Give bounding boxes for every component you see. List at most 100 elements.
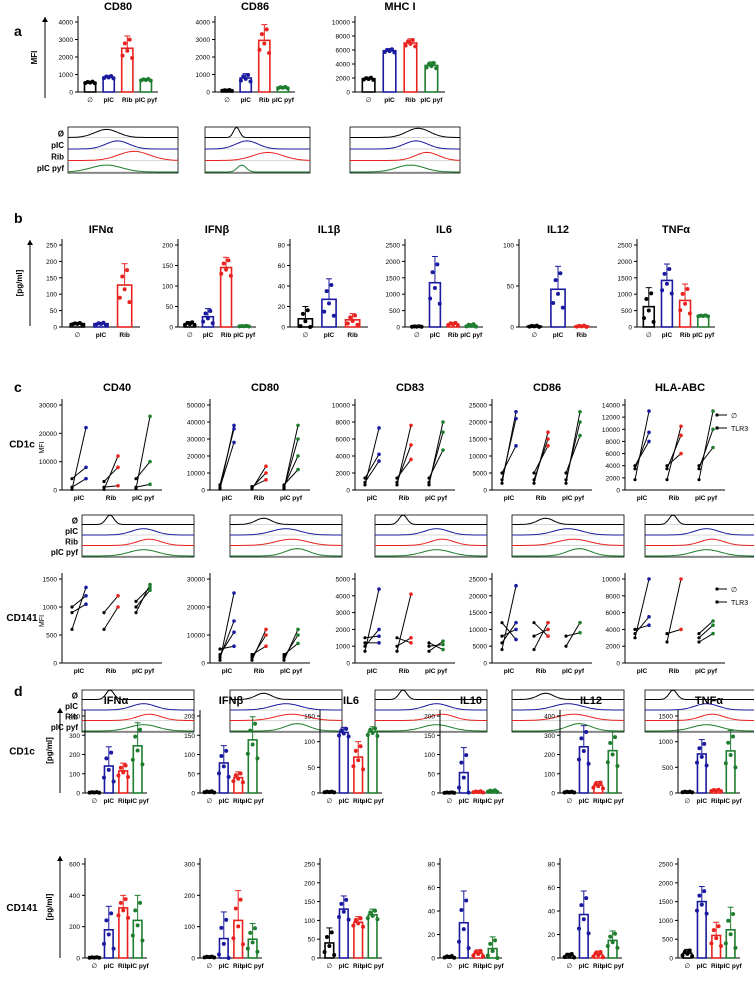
data-point (327, 301, 331, 306)
category-label: pIC pyf (695, 668, 718, 675)
data-point (248, 930, 253, 935)
baseline-point (633, 478, 637, 482)
data-point (456, 785, 461, 790)
data-point (327, 943, 332, 948)
pair-line (364, 635, 380, 639)
treated-point (296, 467, 300, 472)
data-point (250, 940, 255, 945)
data-point (267, 50, 272, 55)
category-label: pIC pyf (272, 97, 295, 104)
histogram-curve (512, 692, 624, 700)
category-label: ∅ (567, 798, 573, 805)
category-label: pIC pyf (425, 495, 448, 502)
baseline-point (282, 653, 286, 657)
legend-none-label: ∅ (731, 587, 737, 594)
baseline-point (102, 611, 106, 615)
data-point (481, 954, 486, 959)
data-point (97, 790, 102, 795)
histogram-c-1-4 (644, 689, 754, 733)
data-point (329, 930, 334, 935)
data-point (726, 740, 731, 745)
legend-marker-none (715, 587, 719, 591)
category-label: Rib (576, 332, 587, 339)
category-label: Rib (669, 495, 680, 502)
data-point (109, 750, 114, 755)
y-tick-label: 0 (191, 791, 195, 798)
data-point (556, 291, 560, 296)
y-tick-label: 3000 (59, 37, 74, 44)
baseline-point (665, 478, 669, 482)
data-point (224, 917, 229, 922)
histogram-curve (350, 164, 460, 173)
pair-line (71, 603, 87, 614)
pair-line (283, 634, 299, 658)
category-label: pIC pyf (362, 963, 385, 970)
data-point (255, 949, 260, 954)
treated-point (116, 454, 120, 458)
data-point (123, 763, 128, 768)
data-point (111, 76, 116, 81)
category-label: pIC (459, 963, 470, 970)
pair-line (71, 466, 87, 480)
data-point (344, 726, 349, 731)
data-point (694, 760, 699, 765)
treated-point (514, 637, 518, 642)
baseline-point (363, 649, 367, 653)
histogram-curve (375, 549, 487, 557)
treated-point (546, 430, 550, 435)
baseline-point (363, 641, 367, 645)
pair-line (283, 455, 299, 487)
data-point (203, 311, 208, 316)
pair-line (103, 606, 119, 630)
y-tick-label: 0 (628, 325, 632, 332)
histogram-curve (68, 150, 178, 161)
y-tick-label: 400 (69, 893, 80, 900)
treated-point (409, 423, 413, 428)
histogram-curve (375, 514, 487, 525)
data-point (353, 918, 358, 923)
data-point (221, 941, 226, 946)
y-tick-label: 2500 (618, 243, 633, 250)
data-point (348, 315, 353, 320)
treated-point (711, 623, 715, 627)
y-tick-label: 500 (46, 633, 57, 640)
treated-point (148, 459, 152, 464)
treated-point (116, 594, 120, 598)
data-point (238, 78, 243, 83)
data-point (344, 897, 349, 902)
y-tick-label: 0 (396, 325, 400, 332)
category-label: Rib (593, 963, 604, 970)
histogram-c-0-4 (644, 514, 754, 558)
y-tick-label: 4000 (606, 627, 621, 634)
subplot-c-3: CD86 0 5000 10000 15000 20000 25000 pIC Rib pIC p… (469, 382, 592, 502)
data-point (226, 258, 231, 263)
data-point (192, 323, 197, 328)
data-point (116, 773, 121, 778)
panel-label-a: a (14, 23, 22, 39)
data-point (109, 911, 114, 916)
baseline-point (395, 636, 399, 640)
data-point (135, 923, 140, 928)
data-point (723, 941, 728, 946)
baseline-point (363, 480, 367, 484)
panel-label-c: c (14, 379, 22, 395)
y-tick-label: 0 (510, 325, 514, 332)
data-point (613, 735, 618, 740)
pair-line (634, 578, 650, 638)
histogram-curve (512, 723, 624, 732)
treated-point (409, 457, 413, 462)
data-point (644, 297, 649, 302)
histogram-curve (205, 140, 310, 150)
baseline-point (697, 636, 701, 640)
treated-point (647, 430, 651, 435)
y-tick-label: 14000 (602, 403, 620, 410)
treated-point (514, 416, 518, 421)
y-tick-label: 10000 (469, 627, 487, 634)
y-tick-label: 40 (278, 284, 286, 291)
category-label: pIC (219, 963, 230, 970)
data-point (471, 322, 476, 327)
data-point (212, 790, 217, 795)
data-point (375, 734, 380, 739)
